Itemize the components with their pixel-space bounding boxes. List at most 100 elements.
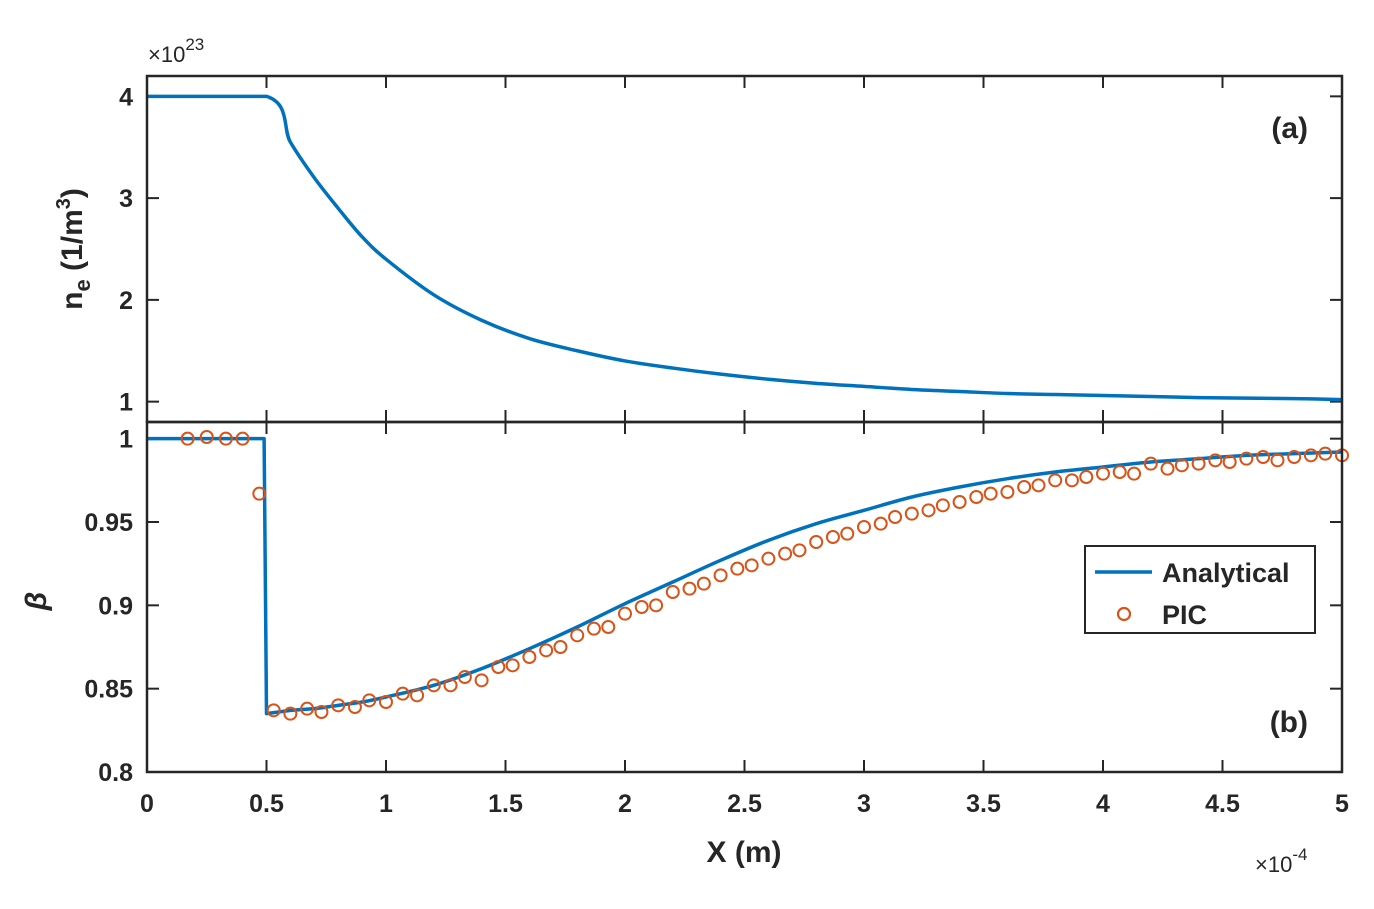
xtick-label: 3 bbox=[857, 790, 871, 818]
panel-b: 0.8 0.85 0.9 0.95 1 0 0.5 1 1.5 2 2.5 3 3.5 4 4.5 5 (b)… bbox=[20, 420, 1349, 877]
panel-a-plot-area bbox=[147, 94, 1343, 402]
panel-b-pic-point bbox=[1048, 473, 1063, 488]
panel-b-pic-point bbox=[809, 535, 824, 549]
legend-pic-label: PIC bbox=[1162, 600, 1207, 630]
panel-b-pic-point bbox=[522, 650, 537, 664]
panel-b-pic-point bbox=[347, 700, 362, 714]
panel-a-ytick-label: 1 bbox=[119, 389, 133, 417]
panel-b-pic-point bbox=[586, 621, 601, 636]
panel-b-ytick-label: 0.9 bbox=[98, 592, 133, 620]
panel-b-pic-point bbox=[744, 558, 759, 573]
xtick-label: 2.5 bbox=[727, 790, 762, 818]
xtick-label: 0 bbox=[140, 790, 154, 818]
panel-b-pic-point bbox=[682, 581, 697, 596]
panel-b-pic-point bbox=[825, 530, 840, 544]
panel-b-pic-point bbox=[379, 695, 393, 709]
xtick-label: 4 bbox=[1096, 790, 1110, 818]
panel-b-pic-point bbox=[505, 658, 520, 673]
panel-b-pic-point bbox=[840, 526, 855, 541]
panel-b-pic-point bbox=[601, 620, 616, 634]
panel-b-pic-point bbox=[235, 431, 250, 446]
panel-b-pic-point bbox=[1222, 455, 1237, 469]
panel-a-ytick-label: 4 bbox=[119, 83, 133, 111]
panel-b-pic-point bbox=[1270, 453, 1285, 468]
panel-b-pic-point bbox=[649, 598, 664, 613]
xtick-label: 1.5 bbox=[488, 790, 523, 818]
panel-b-pic-point bbox=[1079, 470, 1094, 484]
panel-b-pic-point bbox=[904, 506, 919, 521]
panel-b-pic-point bbox=[1287, 450, 1302, 464]
panel-b-pic-point bbox=[1239, 451, 1254, 466]
panel-b-pic-point bbox=[761, 551, 776, 566]
xtick-label: 4.5 bbox=[1205, 790, 1240, 818]
panel-b-pic-point bbox=[252, 486, 267, 501]
panel-b-frame bbox=[145, 420, 1344, 774]
panel-b-pic-point bbox=[539, 643, 554, 658]
panel-b-pic-point bbox=[792, 543, 807, 558]
panel-b-pic-point bbox=[570, 628, 585, 643]
panel-b-pic-point bbox=[1143, 456, 1158, 471]
panel-b-pic-point bbox=[474, 673, 489, 688]
panel-b-pic-point bbox=[218, 431, 233, 446]
panel-b-pic-point bbox=[180, 431, 195, 446]
x-axis-label: X (m) bbox=[707, 836, 782, 869]
panel-b-ytick-label: 0.95 bbox=[84, 509, 133, 537]
panel-b-pic-point bbox=[618, 606, 632, 621]
panel-b-pic-point bbox=[1318, 446, 1333, 461]
panel-b-pic-point bbox=[331, 698, 346, 713]
panel-b-pic-point bbox=[634, 600, 649, 614]
panel-a-density-line bbox=[147, 94, 1343, 402]
panel-b-pic-point bbox=[199, 430, 214, 444]
panel-b-pic-point bbox=[283, 706, 298, 721]
panel-a: 1 2 3 4 ×1023 (a) ne (1/m3) bbox=[53, 35, 1344, 424]
panel-b-ytick-label: 0.85 bbox=[84, 676, 133, 704]
panel-b-pic-point bbox=[1160, 461, 1175, 476]
panel-b-pic-point bbox=[1303, 448, 1318, 463]
panel-b-ytick-label: 0.8 bbox=[98, 759, 133, 787]
panel-a-frame bbox=[145, 74, 1344, 424]
panel-b-pic-point bbox=[426, 678, 441, 693]
panel-b-pic-point bbox=[300, 701, 315, 716]
panel-b-pic-point bbox=[1096, 466, 1110, 481]
panel-b-ytick-label: 1 bbox=[119, 426, 133, 454]
panel-b-pic-point bbox=[491, 660, 506, 674]
panel-b-pic-point bbox=[266, 703, 281, 718]
panel-b-pic-point bbox=[857, 520, 871, 534]
panel-b-pic-point bbox=[778, 546, 793, 561]
panel-b-plot-area bbox=[147, 430, 1349, 721]
x-axis-exponent: ×10-4 bbox=[1255, 845, 1307, 877]
panel-b-pic-point bbox=[921, 503, 936, 518]
panel-b-pic-point bbox=[888, 510, 903, 524]
panel-b-pic-point bbox=[665, 585, 680, 599]
panel-a-ticks: 1 2 3 4 bbox=[119, 76, 1343, 422]
legend-analytical-label: Analytical bbox=[1162, 558, 1290, 588]
xtick-label: 5 bbox=[1335, 790, 1349, 818]
panel-b-pic-point bbox=[1208, 453, 1223, 468]
panel-b-pic-point bbox=[935, 498, 950, 513]
panel-b-pic-point bbox=[713, 568, 728, 583]
panel-b-pic-point bbox=[873, 516, 888, 531]
panel-b-pic-point bbox=[1112, 465, 1127, 479]
panel-b-pic-point bbox=[1174, 458, 1189, 473]
legend: Analytical PIC bbox=[1084, 545, 1316, 634]
panel-b-pic-point bbox=[362, 693, 377, 708]
panel-a-ytick-label: 2 bbox=[119, 287, 133, 315]
panel-b-pic-point bbox=[1031, 478, 1046, 493]
panel-b-pic-point bbox=[1000, 485, 1015, 499]
xtick-label: 3.5 bbox=[966, 790, 1001, 818]
panel-b-pic-point bbox=[730, 561, 745, 576]
panel-b-pic-point bbox=[410, 688, 425, 703]
panel-a-y-axis-label: ne (1/m3) bbox=[53, 188, 95, 310]
panel-b-ticks: 0.8 0.85 0.9 0.95 1 0 0.5 1 1.5 2 2.5 3 3.5 4 4.5 5 bbox=[84, 422, 1349, 818]
panel-b-pic-point bbox=[1191, 456, 1206, 471]
xtick-label: 1 bbox=[379, 790, 393, 818]
panel-b-pic-point bbox=[314, 705, 329, 719]
panel-b-pic-point bbox=[983, 486, 998, 501]
panel-b-pic-point bbox=[457, 670, 472, 684]
panel-b-pic-point bbox=[443, 678, 458, 693]
panel-b-y-axis-label: β bbox=[20, 592, 53, 612]
panel-b-pic-point bbox=[1017, 480, 1032, 494]
panel-b-pic-point bbox=[1256, 450, 1271, 464]
